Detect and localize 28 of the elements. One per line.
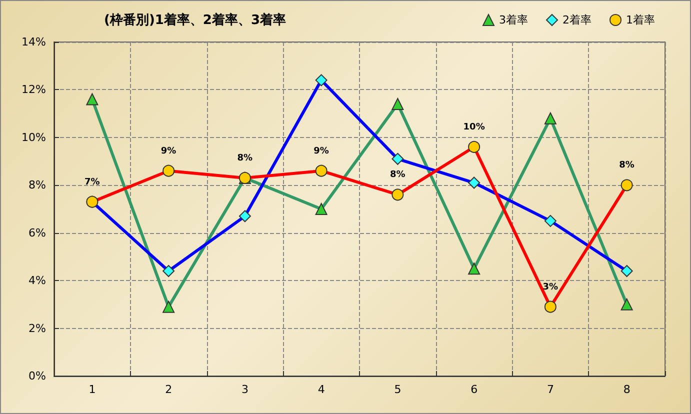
x-tick-label: 4 (318, 383, 325, 396)
y-tick-label: 6% (28, 226, 46, 240)
y-tick-label: 12% (22, 83, 46, 96)
x-tick-label: 6 (470, 383, 478, 396)
y-tick-label: 4% (28, 274, 46, 288)
y-tick-label: 0% (28, 370, 46, 382)
data-label: 8% (237, 153, 253, 164)
data-label: 10% (463, 122, 485, 132)
data-label: 9% (314, 146, 329, 156)
data-label: 9% (160, 146, 176, 156)
x-tick-label: 2 (165, 383, 172, 396)
data-label: 3% (542, 282, 558, 292)
x-tick-label: 7 (546, 383, 554, 396)
data-label: 7% (84, 177, 100, 188)
legend-label: 2着率 (562, 14, 592, 26)
chart-title: (枠番別)1着率、2着率、3着率 (104, 12, 286, 28)
data-label: 8% (390, 170, 406, 180)
y-tick-label: 10% (22, 130, 46, 144)
y-tick-label: 8% (28, 178, 46, 192)
legend-label: 1着率 (626, 14, 655, 26)
data-label: 8% (619, 160, 634, 171)
y-tick-label: 2% (28, 322, 46, 335)
y-tick-label: 14% (22, 36, 46, 48)
x-tick-label: 3 (241, 383, 248, 396)
x-tick-label: 1 (88, 383, 96, 396)
x-tick-label: 5 (394, 383, 402, 396)
legend-label: 3着率 (499, 14, 528, 26)
x-tick-label: 8 (623, 383, 630, 396)
